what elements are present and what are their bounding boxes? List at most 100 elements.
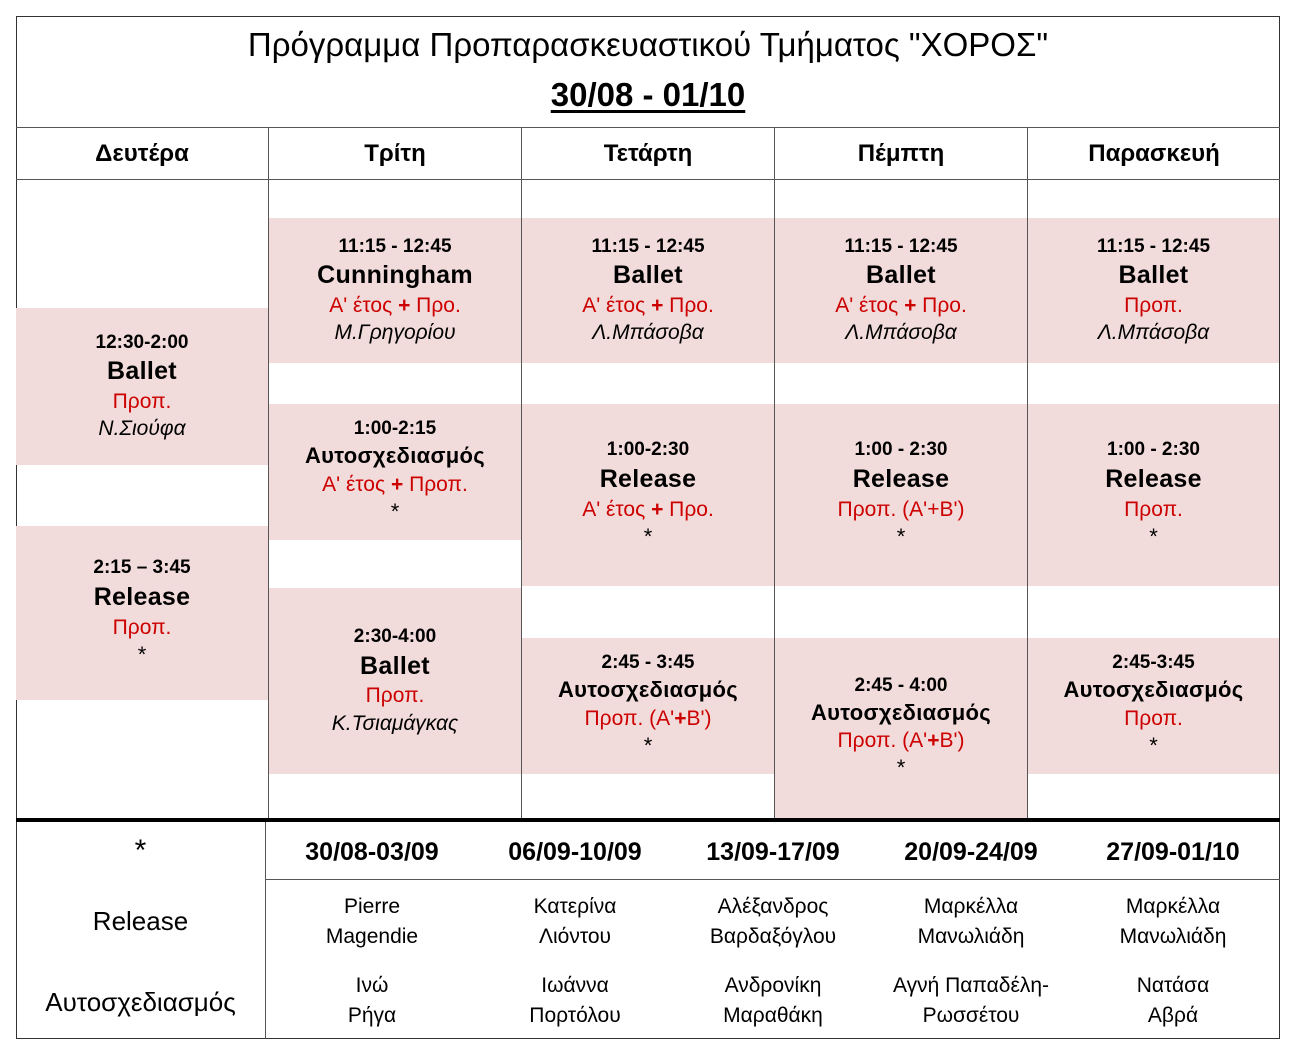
class-level: Προπ.: [365, 684, 425, 708]
class-level: Προπ.: [1124, 293, 1183, 317]
week-header: 27/09-01/10: [1106, 838, 1240, 866]
class-teacher: Λ.Μπάσοβα: [845, 321, 957, 345]
class-name: Ballet: [360, 651, 430, 680]
class-name: Αυτοσχεδιασμός: [810, 699, 992, 725]
guest-teacher-marker: *: [643, 523, 653, 549]
day-header-tuesday: Τρίτη: [364, 140, 426, 167]
class-name: Release: [852, 465, 950, 494]
level-part: Β'): [686, 706, 712, 730]
class-name: Ballet: [1118, 261, 1189, 290]
level-part: Α' έτος: [582, 293, 646, 317]
guest-teacher-marker: *: [137, 641, 147, 667]
class-teacher: Μ.Γρηγορίου: [334, 321, 456, 345]
class-teacher: Ν.Σιούφα: [98, 417, 186, 441]
level-part: Α' έτος: [582, 497, 646, 521]
class-time: 11:15 - 12:45: [591, 235, 705, 257]
class-time: 1:00 - 2:30: [1107, 439, 1200, 461]
class-time: 11:15 - 12:45: [338, 235, 452, 257]
level-part: Προπ. (Α': [584, 706, 675, 730]
level-part: Α' έτος: [322, 472, 386, 496]
teacher-name: Κατερίνα Λιόντου: [470, 892, 680, 953]
class-teacher: Λ.Μπάσοβα: [592, 321, 704, 345]
class-name: Αυτοσχεδιασμός: [1063, 677, 1244, 703]
teacher-name-line: Νατάσα: [1136, 974, 1210, 997]
class-cell: 1:00-2:15 Αυτοσχεδιασμός Α' έτος + Προπ.…: [269, 404, 521, 540]
guest-teacher-marker: *: [1149, 523, 1158, 549]
header-divider: [16, 179, 1280, 180]
teacher-name: Νατάσα Αβρά: [1070, 971, 1276, 1032]
class-time: 2:45 - 3:45: [601, 652, 695, 674]
teacher-name: Ινώ Ρήγα: [266, 971, 478, 1032]
teacher-name: Pierre Magendie: [266, 892, 478, 953]
column-divider: [521, 127, 522, 819]
level-plus: +: [674, 706, 687, 730]
class-time: 2:30-4:00: [353, 626, 437, 648]
class-cell: 2:45 - 4:00 Αυτοσχεδιασμός Προπ. (Α'+Β')…: [775, 638, 1027, 819]
level-plus: +: [927, 729, 940, 753]
class-name: Αυτοσχεδιασμός: [304, 443, 486, 469]
level-plus: +: [651, 293, 664, 317]
title-divider: [16, 127, 1280, 128]
level-part: Προ.: [922, 293, 967, 317]
class-level: Προπ.: [112, 615, 172, 639]
class-name: Release: [1105, 465, 1202, 494]
class-time: 11:15 - 12:45: [1096, 235, 1211, 257]
class-name: Ballet: [107, 357, 177, 386]
class-level: Προπ. (Α'+Β'): [838, 727, 965, 754]
level-part: Προ.: [669, 497, 714, 521]
class-teacher: Λ.Μπάσοβα: [1097, 321, 1210, 345]
level-part: Προ.: [669, 293, 714, 317]
class-name: Αυτοσχεδιασμός: [557, 677, 739, 703]
column-divider: [1027, 127, 1028, 819]
teacher-name-line: Αβρά: [1147, 1004, 1199, 1028]
teacher-name: Ανδρονίκη Μαραθάκη: [668, 971, 878, 1032]
class-time: 12:30-2:00: [95, 331, 189, 353]
week-header: 06/09-10/09: [508, 838, 642, 866]
class-time: 2:15 – 3:45: [93, 557, 191, 579]
teacher-name-line: Λιόντου: [538, 925, 612, 949]
class-level: Α' έτος + Προπ.: [322, 471, 468, 498]
class-cell: 1:00 - 2:30 Release Προπ. *: [1028, 404, 1279, 586]
class-name: Ballet: [866, 261, 936, 290]
class-level: Α' έτος + Προ.: [582, 292, 714, 319]
class-time: 2:45 - 4:00: [854, 674, 948, 696]
class-level: Προπ.: [1124, 497, 1183, 521]
page-title: Πρόγραμμα Προπαρασκευαστικού Τμήματος "Χ…: [247, 26, 1049, 63]
teacher-name-line: Κατερίνα: [533, 895, 617, 918]
class-cell: 11:15 - 12:45 Cunningham Α' έτος + Προ. …: [269, 218, 521, 363]
class-name: Cunningham: [317, 261, 473, 290]
level-part: Β'): [939, 729, 965, 753]
teacher-name-line: Ιωάννα: [541, 974, 609, 997]
level-part: Προπ.: [409, 472, 468, 496]
teacher-name-line: Πορτόλου: [529, 1004, 621, 1028]
legend-star-marker: *: [134, 834, 147, 867]
class-level: Προπ.: [1124, 706, 1183, 730]
teacher-name: Αγνή Παπαδέλη- Ρωσσέτου: [866, 971, 1076, 1032]
teacher-name: Μαρκέλλα Μανωλιάδη: [866, 892, 1076, 953]
legend-column-divider: [265, 822, 266, 1039]
class-cell: 1:00 - 2:30 Release Προπ. (Α'+Β') *: [775, 404, 1027, 586]
level-part: Προ.: [416, 293, 461, 317]
teacher-name: Αλέξανδρος Βαρδαξόγλου: [668, 892, 878, 953]
level-plus: +: [390, 472, 404, 496]
level-part: Α' έτος: [329, 293, 393, 317]
class-time: 1:00 - 2:30: [854, 439, 948, 461]
class-cell: 2:15 – 3:45 Release Προπ. *: [16, 526, 268, 700]
teacher-name-line: Μαρκέλλα: [923, 895, 1019, 918]
day-header-monday: Δευτέρα: [95, 140, 189, 167]
class-level: Α' έτος + Προ.: [329, 292, 461, 319]
teacher-name-line: Ρωσσέτου: [922, 1004, 1020, 1028]
level-plus: +: [398, 293, 411, 317]
column-divider: [774, 127, 775, 819]
week-header: 13/09-17/09: [706, 838, 840, 866]
legend-header-divider: [265, 879, 1280, 880]
teacher-name: Μαρκέλλα Μανωλιάδη: [1070, 892, 1276, 953]
day-header-thursday: Πέμπτη: [857, 140, 945, 167]
class-name: Release: [599, 465, 697, 494]
guest-teacher-marker: *: [896, 755, 906, 781]
teacher-name-line: Βαρδαξόγλου: [709, 925, 837, 949]
day-header-wednesday: Τετάρτη: [603, 140, 693, 167]
teacher-name-line: Μανωλιάδη: [1119, 925, 1227, 949]
teacher-name-line: Μαρκέλλα: [1125, 895, 1221, 918]
class-cell: 11:15 - 12:45 Ballet Α' έτος + Προ. Λ.Μπ…: [775, 218, 1027, 363]
